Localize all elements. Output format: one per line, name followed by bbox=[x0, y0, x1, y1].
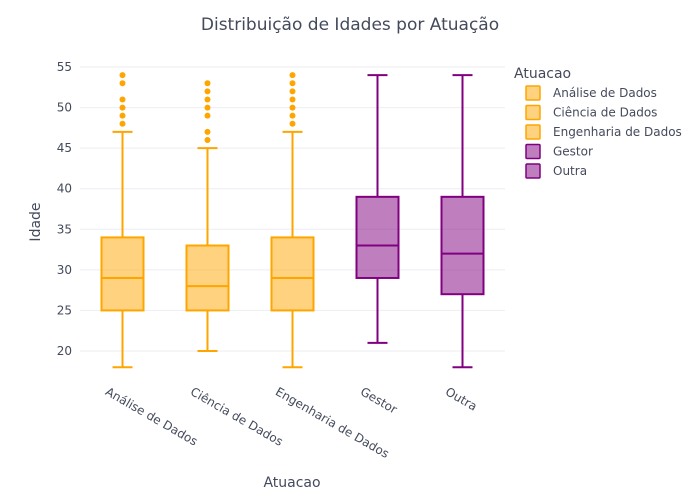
outlier-point bbox=[289, 88, 296, 95]
outlier-point bbox=[119, 104, 126, 111]
x-axis-label: Atuacao bbox=[263, 475, 320, 491]
legend-swatch bbox=[525, 85, 541, 101]
outlier-point bbox=[204, 128, 211, 135]
outlier-point bbox=[204, 137, 211, 144]
y-tick-label: 55 bbox=[57, 60, 72, 74]
legend-swatch bbox=[525, 124, 541, 140]
outlier-point bbox=[119, 72, 126, 79]
box-3 bbox=[355, 74, 400, 344]
outlier-point bbox=[289, 120, 296, 127]
outlier-point bbox=[204, 112, 211, 119]
legend-item[interactable]: Ciência de Dados bbox=[525, 104, 657, 121]
box-iqr bbox=[185, 244, 230, 312]
box-0 bbox=[100, 72, 145, 369]
box-1 bbox=[185, 80, 230, 352]
y-tick-label: 40 bbox=[57, 182, 72, 196]
outlier-point bbox=[289, 72, 296, 79]
legend-item[interactable]: Gestor bbox=[525, 143, 593, 160]
y-tick-label: 20 bbox=[57, 344, 72, 358]
outlier-point bbox=[119, 80, 126, 87]
legend-item[interactable]: Outra bbox=[525, 163, 587, 179]
legend-item[interactable]: Análise de Dados bbox=[525, 85, 657, 101]
y-tick-label: 45 bbox=[57, 141, 72, 155]
y-tick-label: 35 bbox=[57, 222, 72, 236]
y-tick-label: 25 bbox=[57, 303, 72, 317]
legend-item[interactable]: Engenharia de Dados bbox=[525, 124, 682, 140]
box-iqr bbox=[440, 195, 485, 296]
legend-swatch bbox=[525, 163, 541, 179]
box-4 bbox=[440, 74, 485, 369]
legend-label: Análise de Dados bbox=[553, 86, 657, 100]
y-tick-label: 50 bbox=[57, 101, 72, 115]
y-axis-ticks: 20 25 30 35 40 45 50 55 bbox=[57, 60, 72, 358]
x-tick-label: Análise de Dados bbox=[103, 384, 200, 448]
outlier-point bbox=[119, 112, 126, 119]
y-axis-label: Idade bbox=[28, 202, 44, 241]
legend-swatch bbox=[525, 104, 541, 121]
outlier-point bbox=[289, 112, 296, 119]
chart-title: Distribuição de Idades por Atuação bbox=[201, 15, 499, 35]
outlier-point bbox=[204, 80, 211, 87]
legend-label: Ciência de Dados bbox=[553, 106, 657, 120]
outlier-point bbox=[204, 88, 211, 95]
legend-title: Atuacao bbox=[514, 66, 571, 82]
outlier-point bbox=[204, 104, 211, 111]
box-iqr bbox=[270, 236, 315, 312]
outlier-point bbox=[289, 104, 296, 111]
outlier-point bbox=[289, 80, 296, 87]
outlier-point bbox=[119, 96, 126, 103]
box-iqr bbox=[100, 236, 145, 312]
x-tick-label: Ciência de Dados bbox=[188, 384, 285, 448]
plot-area bbox=[100, 72, 485, 369]
legend-label: Gestor bbox=[553, 145, 593, 159]
outlier-point bbox=[289, 96, 296, 103]
legend-label: Engenharia de Dados bbox=[553, 125, 682, 139]
x-tick-label: Outra bbox=[443, 384, 479, 413]
box-iqr bbox=[355, 195, 400, 279]
legend-label: Outra bbox=[553, 164, 587, 178]
x-tick-label: Gestor bbox=[358, 384, 400, 416]
outlier-point bbox=[204, 96, 211, 103]
box-2 bbox=[270, 72, 315, 369]
outlier-point bbox=[119, 120, 126, 127]
legend-swatch bbox=[525, 143, 541, 160]
legend: Atuacao Análise de Dados Ciência de Dados… bbox=[514, 66, 682, 179]
y-tick-label: 30 bbox=[57, 263, 72, 277]
